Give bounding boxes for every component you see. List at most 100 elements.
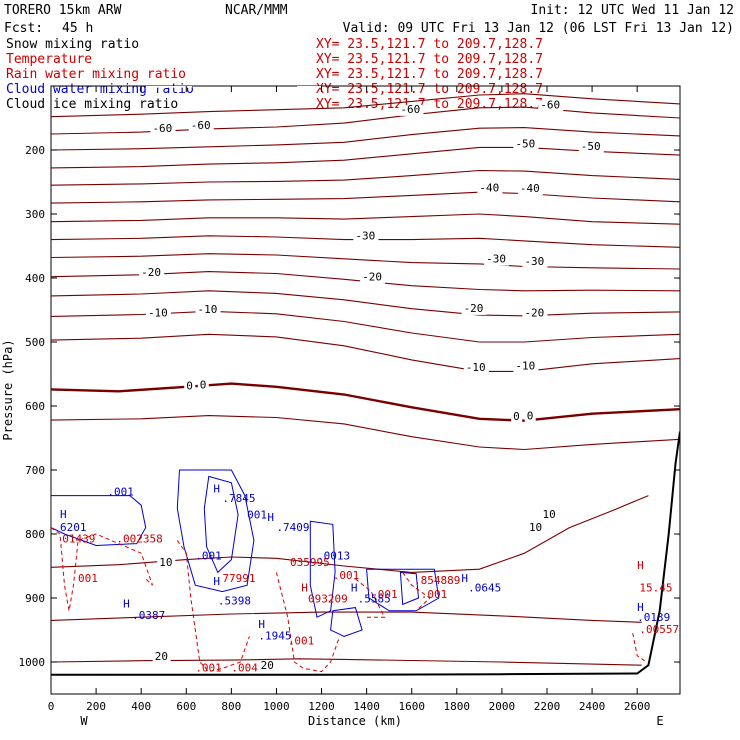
contour-data-label: .7409 (276, 521, 309, 534)
isotherm-label-bg (538, 100, 564, 112)
isotherm-label: 0 (200, 379, 207, 392)
y-tick-label: 200 (25, 144, 45, 157)
cloud-water-contour (176, 469, 255, 593)
isotherm-label-bg (152, 652, 171, 664)
isotherm-label-bg (477, 183, 503, 195)
isotherm-label-bg (511, 412, 523, 424)
contour-data-label: 093209 (308, 592, 348, 605)
x-tick-label: 2000 (489, 700, 516, 713)
isotherm-label-bg (139, 268, 165, 280)
isotherm-line (51, 213, 680, 225)
isotherm-label: -60 (152, 122, 172, 135)
isotherm-label-bg (360, 272, 386, 284)
isotherm-label: 10 (159, 556, 172, 569)
high-marker: H (267, 511, 274, 524)
legend-xy: XY= 23.5,121.7 to 209.7,128.7 (316, 52, 543, 67)
isotherm-label: -67 (299, 75, 319, 88)
x-tick-label: 400 (131, 700, 151, 713)
contour-data-label: .001 (421, 588, 448, 601)
isotherm-label: -60 (400, 103, 420, 116)
isotherm-label: -20 (524, 306, 544, 319)
x-tick-label: 2600 (624, 700, 651, 713)
isotherm-label-bg (484, 254, 510, 266)
contour-data-label: .001 (195, 662, 222, 675)
x-tick-label: 1800 (444, 700, 471, 713)
contour-data-label: .7845 (222, 492, 255, 505)
x-axis-title: Distance (km) (308, 714, 402, 728)
legend-label: Rain water mixing ratio (6, 67, 186, 82)
high-marker: H (461, 572, 468, 585)
contour-data-label: .002358 (116, 532, 162, 545)
isotherm-label-bg (463, 362, 489, 374)
isotherm-line (51, 253, 680, 270)
contour-data-label: .004 (231, 662, 258, 675)
valid-time: Valid: 09 UTC Fri 13 Jan 12 (06 LST Fri … (343, 21, 734, 36)
contour-data-label: .0139 (637, 611, 670, 624)
isotherm-label-bg (197, 380, 209, 392)
rain-contour (632, 633, 647, 663)
isotherm-label: -40 (520, 182, 540, 195)
x-tick-label: 1000 (263, 700, 290, 713)
cloud-water-contour (203, 475, 239, 574)
x-tick-label: 1200 (308, 700, 335, 713)
isotherm-label-bg (195, 305, 221, 317)
isotherm-line (51, 93, 680, 118)
freezing-level-isotherm (51, 382, 680, 422)
isotherm-label: -10 (198, 303, 218, 316)
y-tick-label: 900 (25, 592, 45, 605)
contour-data-label: .001 (333, 569, 360, 582)
isotherm-label-bg (522, 257, 548, 269)
legend-xy: XY= 23.5,121.7 to 209.7,128.7 (316, 97, 543, 112)
legend-label: Cloud ice mixing ratio (6, 97, 178, 112)
rain-contour (355, 578, 386, 618)
isotherm-line (51, 191, 680, 204)
contour-data-label: .001 (195, 550, 222, 563)
forecast-label: Fcst: (4, 21, 43, 36)
contour-data-label: .001 (371, 588, 398, 601)
contour-data-label: .005579 (639, 623, 685, 636)
isotherm-label-bg (524, 411, 536, 423)
contour-data-label: 77991 (222, 572, 255, 585)
isotherm-line (51, 146, 680, 169)
y-tick-label: 600 (25, 400, 45, 413)
isotherm-label: 20 (155, 650, 168, 663)
isotherm-label: 10 (529, 521, 542, 534)
high-marker: H (637, 559, 644, 572)
rain-contour (275, 572, 341, 673)
isotherm-label-bg (188, 120, 214, 132)
isotherm-label: -10 (148, 306, 168, 319)
legend-label: Cloud water mixing ratio (6, 82, 194, 97)
isotherm-label: -10 (466, 361, 486, 374)
isotherm-line (51, 658, 642, 666)
isotherm-line (51, 290, 680, 317)
x-tick-label: 1600 (398, 700, 425, 713)
isotherm-label-bg (296, 86, 322, 88)
x-tick-label: 800 (221, 700, 241, 713)
isotherm-label-bg (184, 381, 196, 393)
isotherm-label: -10 (515, 360, 535, 373)
init-time: Init: 12 UTC Wed 11 Jan 12 (531, 3, 735, 18)
isotherm-label-bg (398, 104, 424, 116)
contour-data-label: .5398 (218, 594, 251, 607)
cloud-water-contour (330, 607, 363, 637)
isotherm-label: -30 (355, 230, 375, 243)
isotherm-label-bg (517, 184, 543, 196)
contour-data-label: .0645 (468, 582, 501, 595)
x-tick-label: 1400 (353, 700, 380, 713)
y-tick-label: 400 (25, 272, 45, 285)
rain-contour (176, 540, 250, 673)
high-marker: H (637, 601, 644, 614)
isotherm-label-bg (353, 231, 379, 243)
y-tick-label: 1000 (19, 656, 46, 669)
terrain-line (51, 431, 680, 676)
contour-data-label: .5585 (358, 592, 391, 605)
x-tick-label: 2400 (579, 700, 606, 713)
isotherm-label: -40 (479, 182, 499, 195)
rain-contour (402, 572, 431, 612)
isotherm-label: -20 (362, 271, 382, 284)
isotherm-label: 0 (513, 410, 520, 423)
isotherm-label: 20 (261, 659, 274, 672)
contour-data-label: 15.45 (639, 582, 672, 595)
isotherm-label: -20 (141, 266, 161, 279)
